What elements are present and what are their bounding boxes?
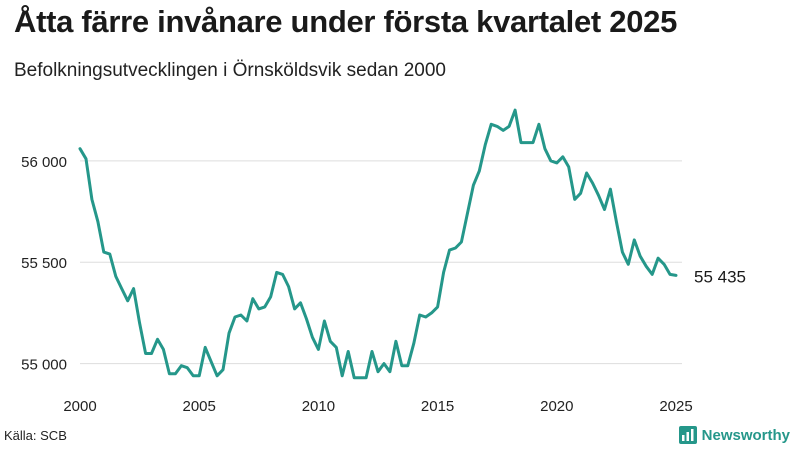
y-tick-label: 56 000 — [21, 154, 67, 171]
x-tick-label: 2005 — [183, 398, 216, 415]
source-note: Källa: SCB — [4, 428, 67, 443]
gridlines — [80, 160, 682, 365]
series-layer — [78, 108, 678, 380]
chart-subtitle: Befolkningsutvecklingen i Örnsköldsvik s… — [14, 60, 446, 81]
x-tick-label: 2010 — [302, 398, 335, 415]
annotations: 55 435 — [694, 267, 746, 286]
y-axis-ticks: 55 000 55 500 56 000 — [21, 154, 67, 374]
brand-logo: Newsworthy — [678, 426, 790, 444]
x-tick-label: 2000 — [63, 398, 96, 415]
y-tick-label: 55 000 — [21, 357, 67, 374]
last-value-label: 55 435 — [694, 267, 746, 286]
x-tick-label: 2025 — [659, 398, 692, 415]
x-tick-label: 2020 — [540, 398, 573, 415]
chart-title: Åtta färre invånare under första kvartal… — [14, 4, 678, 39]
series-line — [78, 108, 678, 380]
newsworthy-logo-icon — [678, 426, 697, 444]
x-tick-label: 2015 — [421, 398, 454, 415]
y-tick-label: 55 500 — [21, 255, 67, 272]
x-axis-ticks: 2000 2005 2010 2015 2020 2025 — [63, 398, 692, 415]
brand-name: Newsworthy — [701, 426, 790, 444]
